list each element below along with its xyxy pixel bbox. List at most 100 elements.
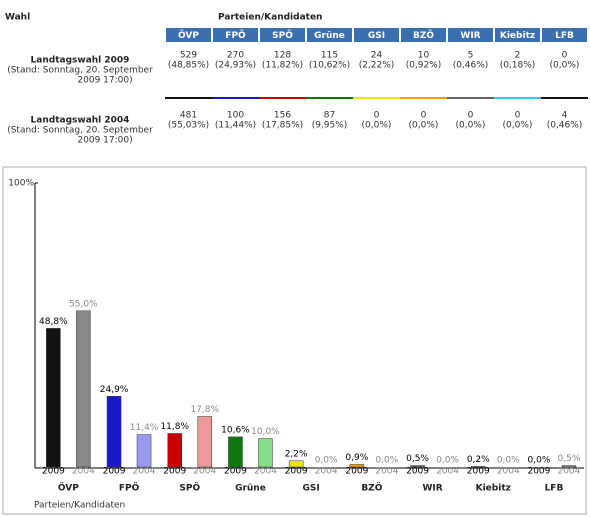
votes: 10: [418, 51, 430, 61]
chart-frame: [2, 166, 587, 515]
series-label: 2009: [406, 467, 429, 477]
value-label: 0,9%: [345, 453, 368, 463]
percent: (0,46%): [547, 121, 583, 131]
votes: 24: [371, 51, 383, 61]
votes: 100: [227, 111, 244, 121]
percent: (24,93%): [215, 61, 256, 71]
percent: (55,03%): [168, 121, 209, 131]
percent: (0,18%): [500, 61, 536, 71]
series-label: 2004: [254, 467, 277, 477]
value-label: 0,0%: [497, 456, 520, 466]
party-header-cell: [166, 28, 211, 42]
series-label: 2009: [527, 467, 550, 477]
bar: [410, 465, 425, 468]
value-label: 10,0%: [251, 427, 280, 437]
party-header: SPÖ: [272, 30, 293, 41]
series-label: 2009: [163, 467, 186, 477]
percent: (10,62%): [309, 61, 350, 71]
bar: [46, 328, 61, 468]
votes: 4: [562, 111, 568, 121]
bar: [349, 464, 365, 468]
x-tick-label: ÖVP: [58, 483, 79, 494]
series-label: 2004: [315, 467, 338, 477]
row-note: (Stand: Sonntag, 20. September: [7, 126, 153, 136]
column-header: Parteien/Kandidaten: [218, 13, 322, 23]
y-tick-label: 100%: [8, 179, 34, 189]
value-label: 0,0%: [375, 456, 398, 466]
value-label: 17,8%: [190, 405, 219, 415]
percent: (0,0%): [550, 61, 580, 71]
party-header: LFB: [555, 31, 574, 41]
x-axis-title: Parteien/Kandidaten: [34, 501, 125, 511]
series-label: 2009: [345, 467, 368, 477]
series-label: 2004: [133, 467, 156, 477]
percent: (11,82%): [262, 61, 303, 71]
party-header: Kiebitz: [500, 31, 535, 41]
column-header: Wahl: [5, 13, 30, 23]
party-header: GSI: [368, 31, 385, 41]
x-tick-label: Kiebitz: [476, 484, 511, 494]
votes: 0: [562, 51, 568, 61]
x-tick-label: LFB: [545, 484, 564, 494]
percent: (0,46%): [453, 61, 489, 71]
x-tick-label: WIR: [422, 484, 442, 494]
value-label: 0,2%: [467, 455, 490, 465]
series-label: 2004: [375, 467, 398, 477]
series-label: 2004: [497, 467, 520, 477]
value-label: 55,0%: [69, 299, 98, 309]
votes: 0: [421, 111, 427, 121]
votes: 2: [515, 51, 521, 61]
series-label: 2004: [193, 467, 216, 477]
votes: 529: [180, 51, 197, 61]
votes: 115: [321, 51, 338, 61]
series-label: 2009: [467, 467, 490, 477]
value-label: 11,8%: [160, 422, 189, 432]
value-label: 0,0%: [528, 456, 551, 466]
series-label: 2004: [557, 467, 580, 477]
bar: [76, 310, 91, 468]
votes: 0: [468, 111, 474, 121]
party-header-cell: [213, 28, 258, 42]
party-header-cell: [448, 28, 493, 42]
party-header-cell: [260, 28, 305, 42]
percent: (0,0%): [362, 121, 392, 131]
percent: (0,0%): [503, 121, 533, 131]
party-header-cell: [354, 28, 399, 42]
party-header-cell: [307, 28, 352, 42]
series-label: 2009: [42, 467, 65, 477]
votes: 270: [227, 51, 244, 61]
party-header: FPÖ: [225, 30, 246, 41]
party-header: Grüne: [314, 31, 345, 41]
bar: [258, 438, 273, 468]
value-label: 2,2%: [285, 449, 308, 459]
x-tick-label: FPÖ: [119, 483, 140, 494]
x-tick-label: BZÖ: [361, 483, 382, 494]
x-tick-label: SPÖ: [179, 483, 200, 494]
series-label: 2009: [285, 467, 308, 477]
row-label: Landtagswahl 2004: [31, 116, 130, 126]
value-label: 0,5%: [558, 454, 581, 464]
bar: [228, 436, 243, 468]
party-header-cell: [542, 28, 587, 42]
votes: 0: [515, 111, 521, 121]
votes: 481: [180, 111, 197, 121]
percent: (17,85%): [262, 121, 303, 131]
percent: (2,22%): [359, 61, 395, 71]
value-label: 0,5%: [406, 454, 429, 464]
row-note: 2009 17:00): [77, 76, 132, 86]
votes: 5: [468, 51, 474, 61]
row-note: (Stand: Sonntag, 20. September: [7, 66, 153, 76]
row-label: Landtagswahl 2009: [31, 56, 130, 66]
party-header: ÖVP: [178, 30, 199, 41]
value-label: 0,0%: [436, 456, 459, 466]
value-label: 11,4%: [130, 423, 159, 433]
votes: 87: [324, 111, 335, 121]
bar: [136, 434, 152, 468]
row-note: 2009 17:00): [77, 136, 132, 146]
party-header-cell: [401, 28, 446, 42]
votes: 156: [274, 111, 291, 121]
bar: [167, 433, 182, 468]
value-label: 0,0%: [315, 456, 338, 466]
value-label: 48,8%: [39, 317, 68, 327]
